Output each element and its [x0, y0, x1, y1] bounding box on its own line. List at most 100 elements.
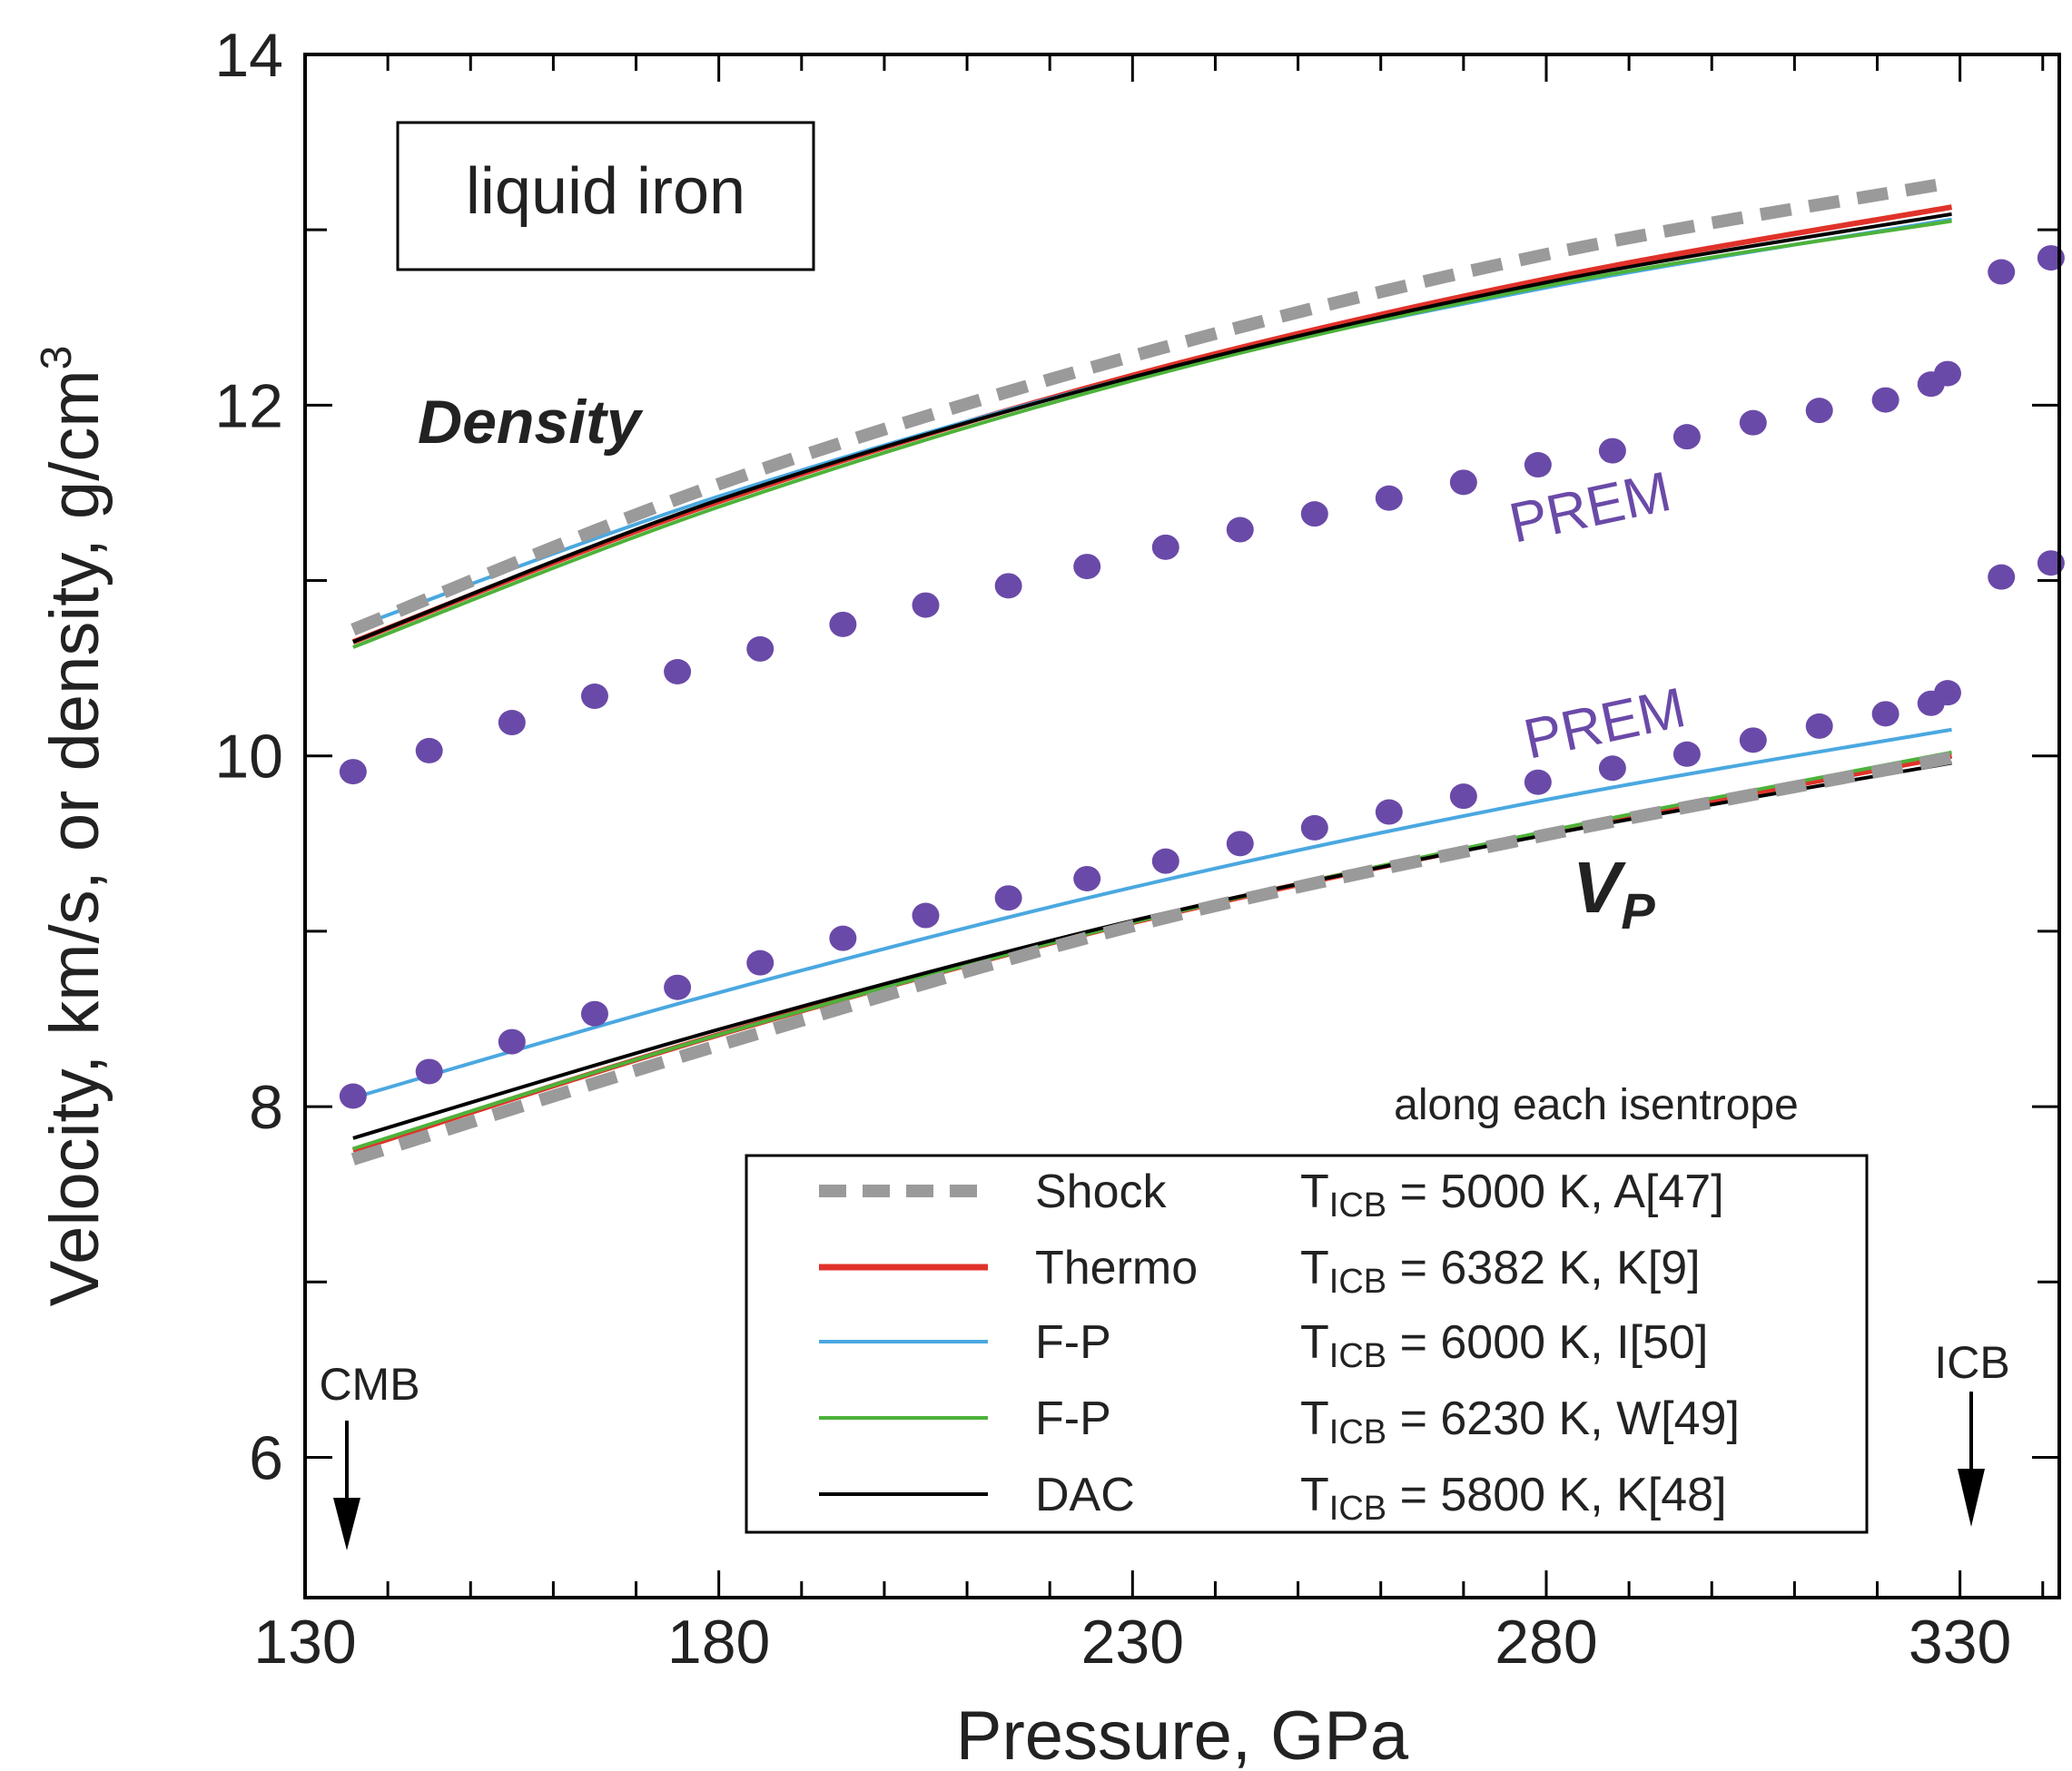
legend-condition-sub: ICB	[1329, 1337, 1386, 1375]
legend-condition: TICB = 5800 K, K[48]	[1300, 1469, 1727, 1528]
legend-condition-t: T	[1300, 1316, 1329, 1369]
prem-density-point	[415, 737, 443, 763]
x-tick-label: 280	[1495, 1608, 1597, 1677]
y-axis-title-text: Velocity, km/s, or density, g/cm	[36, 369, 113, 1306]
prem-vp-point	[1449, 783, 1477, 810]
prem-vp-point	[498, 1028, 526, 1055]
sample-label-box	[396, 121, 815, 271]
density-dac-line-4	[352, 212, 1952, 644]
vp-shock-line-5	[350, 751, 1953, 1166]
legend-note: along each isentrope	[1394, 1081, 1799, 1129]
prem-density-point	[1073, 554, 1101, 580]
prem-vp-point	[1151, 848, 1179, 874]
prem-density-point	[1524, 452, 1552, 478]
prem-vp-point	[1598, 755, 1626, 782]
prem-vp-point	[339, 1083, 367, 1109]
vp-f-p-line-7	[352, 727, 1952, 1100]
legend-condition-sub: ICB	[1329, 1263, 1386, 1301]
density-label: Density	[418, 388, 644, 457]
legend-series-name: Thermo	[1035, 1242, 1198, 1294]
x-tick-label: 130	[253, 1608, 356, 1677]
vp-label-main: V	[1573, 847, 1626, 928]
legend-rows: Shock TICB = 5000 K, A[47]Thermo TICB = 63…	[819, 1166, 1740, 1528]
sample-label: liquid iron	[466, 155, 745, 228]
legend-condition-t: T	[1300, 1469, 1329, 1521]
legend-condition-rest: = 6000 K, I[50]	[1386, 1316, 1708, 1369]
prem-density-point	[746, 635, 775, 662]
icb-label: ICB	[1934, 1337, 2009, 1388]
prem-density-point	[1449, 469, 1477, 496]
cmb-arrow-icon	[333, 1421, 360, 1550]
prem-density-point	[912, 592, 940, 618]
x-tick-label: 230	[1081, 1608, 1184, 1677]
prem-density-point	[829, 611, 857, 637]
series-layer	[350, 176, 1953, 1166]
y-tick-label: 6	[249, 1423, 283, 1492]
density-shock-line-0	[350, 176, 1953, 636]
legend-series-name: DAC	[1035, 1469, 1135, 1521]
legend-condition-rest: = 6230 K, W[49]	[1386, 1392, 1740, 1445]
prem-vp-point	[746, 949, 775, 976]
prem-vp-point	[1805, 713, 1833, 739]
legend-box	[745, 1154, 1869, 1534]
prem-density-point	[1226, 517, 1254, 543]
prem-density-point	[1871, 387, 1899, 413]
prem-density-point	[498, 710, 526, 736]
axis-ticks	[303, 53, 2059, 1598]
prem-vp-point	[1739, 727, 1767, 753]
prem-vp-point	[1524, 769, 1552, 795]
axis-tick-labels: 130 180 230 280 330 6 8 10 12 14	[214, 21, 2011, 1677]
legend-condition: TICB = 5000 K, A[47]	[1300, 1166, 1724, 1225]
x-tick-label: 330	[1909, 1608, 2011, 1677]
prem-vp-point	[1226, 831, 1254, 857]
prem-vp-point	[1375, 799, 1403, 825]
prem-vp-point	[1871, 701, 1899, 727]
legend-condition-sub: ICB	[1329, 1186, 1386, 1225]
legend-series-name: F-P	[1035, 1316, 1111, 1369]
prem-vp-point	[415, 1058, 443, 1085]
prem-vp-point	[664, 974, 692, 1000]
density-f-p-line-3	[352, 219, 1952, 649]
prem-vp-point	[1300, 814, 1328, 841]
prem-density-point	[580, 684, 608, 710]
prem-vp-label: PREM	[1519, 676, 1692, 772]
prem-density-point	[1672, 424, 1701, 450]
legend-series-name: Shock	[1035, 1166, 1168, 1218]
legend-series-name: F-P	[1035, 1392, 1111, 1445]
plot-frame	[303, 53, 2061, 1599]
prem-density-point	[1598, 438, 1626, 464]
prem-density-point	[1739, 409, 1767, 436]
cmb-label: CMB	[319, 1359, 419, 1410]
icb-arrow-icon	[1958, 1392, 1985, 1527]
y-tick-label: 14	[214, 21, 283, 90]
y-tick-label: 10	[214, 723, 283, 792]
legend-condition-t: T	[1300, 1166, 1329, 1218]
prem-density-point	[1151, 534, 1179, 560]
y-axis-title-superscript: 3	[33, 346, 81, 370]
legend-condition: TICB = 6000 K, I[50]	[1300, 1316, 1708, 1375]
y-tick-label: 12	[214, 371, 283, 440]
prem-density-point	[664, 659, 692, 684]
legend-condition-rest: = 6382 K, K[9]	[1386, 1242, 1700, 1294]
legend-condition-sub: ICB	[1329, 1490, 1386, 1528]
vp-label-subscript: P	[1621, 882, 1655, 940]
legend: Shock TICB = 5000 K, A[47]Thermo TICB = 63…	[745, 1154, 1869, 1534]
x-axis-title: Pressure, GPa	[956, 1697, 1409, 1771]
prem-vp-point	[994, 885, 1022, 911]
prem-vp-point	[829, 925, 857, 951]
prem-vp-point	[1933, 680, 1961, 706]
legend-condition-t: T	[1300, 1392, 1329, 1445]
prem-vp-point	[1988, 564, 2016, 590]
prem-vp-point	[912, 902, 940, 929]
prem-density-point	[1375, 485, 1403, 511]
prem-layer	[339, 245, 2065, 1109]
prem-density-point	[1300, 501, 1328, 527]
prem-density-point	[1988, 259, 2016, 285]
prem-vp-point	[1672, 741, 1701, 767]
prem-vp-point	[1073, 865, 1101, 891]
legend-condition-rest: = 5800 K, K[48]	[1386, 1469, 1726, 1521]
y-tick-label: 8	[249, 1073, 283, 1142]
prem-density-point	[1933, 360, 1961, 387]
legend-condition: TICB = 6382 K, K[9]	[1300, 1242, 1701, 1301]
